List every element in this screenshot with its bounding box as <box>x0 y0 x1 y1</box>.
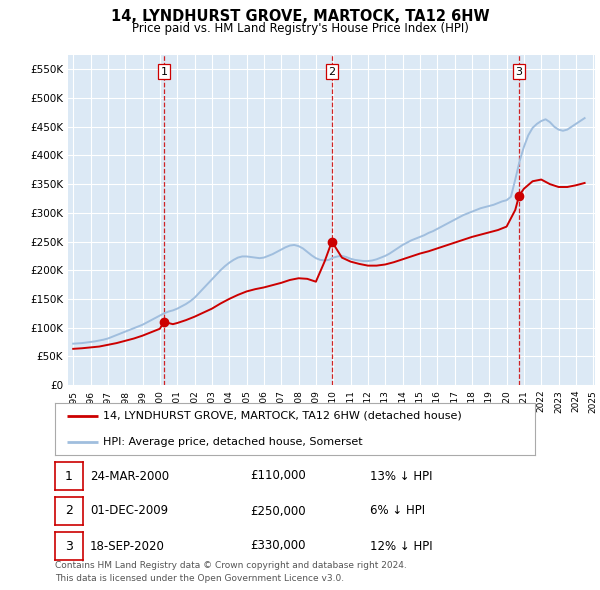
Text: 12% ↓ HPI: 12% ↓ HPI <box>370 539 433 552</box>
Text: £330,000: £330,000 <box>250 539 305 552</box>
Text: 01-DEC-2009: 01-DEC-2009 <box>90 504 168 517</box>
Text: £110,000: £110,000 <box>250 470 306 483</box>
Text: 1: 1 <box>65 470 73 483</box>
Text: 3: 3 <box>515 67 523 77</box>
Text: 18-SEP-2020: 18-SEP-2020 <box>90 539 165 552</box>
Text: £250,000: £250,000 <box>250 504 305 517</box>
Text: Contains HM Land Registry data © Crown copyright and database right 2024.: Contains HM Land Registry data © Crown c… <box>55 561 407 570</box>
Text: 14, LYNDHURST GROVE, MARTOCK, TA12 6HW (detached house): 14, LYNDHURST GROVE, MARTOCK, TA12 6HW (… <box>103 411 462 421</box>
Text: 13% ↓ HPI: 13% ↓ HPI <box>370 470 433 483</box>
Text: HPI: Average price, detached house, Somerset: HPI: Average price, detached house, Some… <box>103 437 362 447</box>
Text: 14, LYNDHURST GROVE, MARTOCK, TA12 6HW: 14, LYNDHURST GROVE, MARTOCK, TA12 6HW <box>110 9 490 24</box>
Text: Price paid vs. HM Land Registry's House Price Index (HPI): Price paid vs. HM Land Registry's House … <box>131 22 469 35</box>
Text: 24-MAR-2000: 24-MAR-2000 <box>90 470 169 483</box>
Text: 1: 1 <box>160 67 167 77</box>
Text: 2: 2 <box>328 67 335 77</box>
Text: 2: 2 <box>65 504 73 517</box>
Text: 6% ↓ HPI: 6% ↓ HPI <box>370 504 425 517</box>
Text: 3: 3 <box>65 539 73 552</box>
Text: This data is licensed under the Open Government Licence v3.0.: This data is licensed under the Open Gov… <box>55 574 344 583</box>
